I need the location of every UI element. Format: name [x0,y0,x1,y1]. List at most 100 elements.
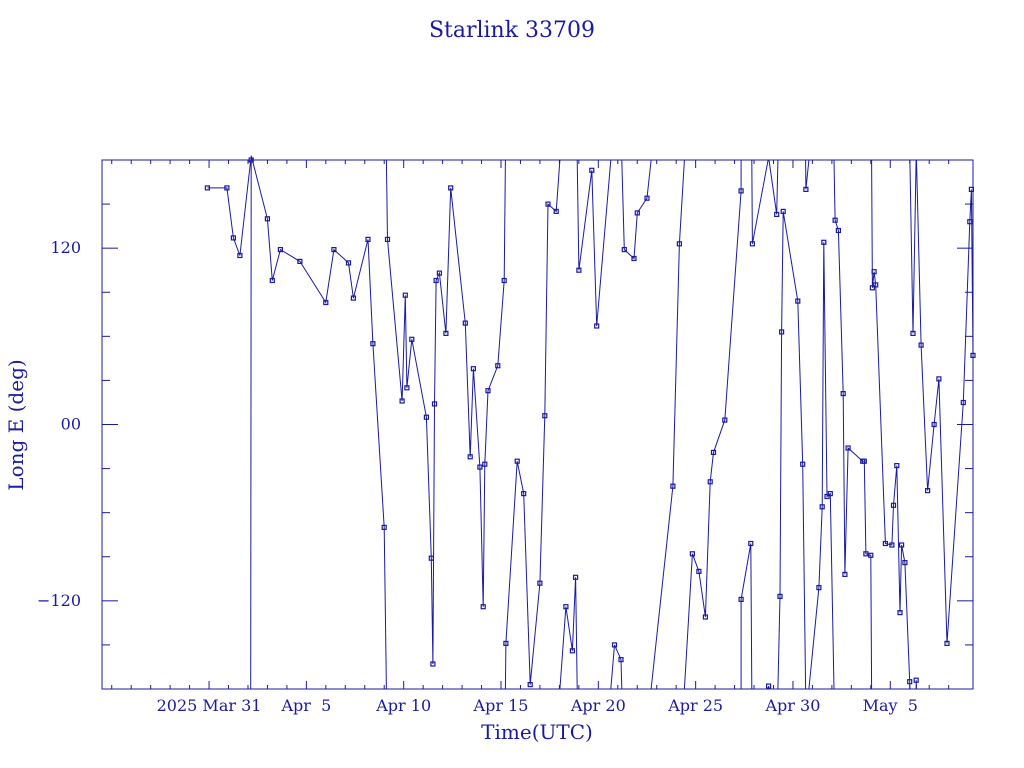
data-point [845,445,851,451]
data-point [861,458,867,464]
data-point [542,413,548,419]
data-point [409,336,415,342]
data-point [545,201,551,207]
data-point [894,463,900,469]
data-point [443,330,449,336]
chart-title: Starlink 33709 [429,18,595,43]
data-point [521,491,527,497]
data-point [749,241,756,247]
data-series [204,155,976,690]
data-point [248,157,254,163]
data-point [931,421,937,428]
data-point [485,388,491,394]
data-point [871,269,877,275]
data-point [277,247,283,253]
data-point [738,188,744,194]
data-point [470,366,476,372]
data-point [670,483,676,489]
data-point [621,247,627,253]
data-point [869,285,876,291]
x-tick-label: Apr 20 [570,696,626,715]
data-point [821,239,827,245]
data-point [237,252,243,259]
data-point [868,552,874,558]
x-tick-label: Apr 5 [280,696,331,715]
data-point [676,241,683,247]
data-point [765,683,772,689]
data-point [840,391,846,397]
data-point [501,277,507,284]
data-point [428,555,434,561]
axis-tick-labels: 2025 Mar 31 Apr 5 Apr 10 Apr 15 Apr 20 Apr 25… [37,238,918,715]
data-point [702,614,709,620]
data-point [537,580,543,586]
data-point [563,604,569,610]
data-point [889,542,895,548]
data-point [618,656,624,663]
data-point [913,677,919,683]
data-point [882,540,889,547]
data-point [431,401,438,407]
data-point [835,227,842,234]
data-point [436,270,442,276]
data-point [495,363,501,369]
data-point [777,593,783,600]
y-tick-label: 00 [61,415,81,434]
data-point [803,186,809,192]
data-point [423,414,429,420]
data-point [842,571,848,578]
data-point [404,385,410,391]
data-point [576,267,582,273]
data-point [365,236,371,242]
data-point [480,604,486,610]
data-point [968,186,975,192]
data-point [384,236,391,242]
data-point [970,352,976,358]
data-point [824,493,830,500]
data-point [795,298,801,304]
data-point [514,458,520,464]
data-point [897,609,903,616]
data-point [967,219,973,225]
data-point [936,376,942,382]
data-point [224,185,230,191]
data-point [381,524,387,531]
data-point [960,399,966,406]
data-point [710,449,717,455]
y-tick-label: 120 [50,238,81,257]
data-point [553,208,559,214]
data-point [918,342,924,348]
data-point [503,640,509,647]
data-point [589,167,595,173]
data-point [816,584,822,591]
data-point [774,211,780,217]
data-point [297,258,303,264]
data-point [707,479,713,485]
data-point [527,681,533,688]
data-point [827,491,833,497]
data-point [204,185,210,191]
data-point [873,282,879,288]
data-point [569,648,576,654]
y-tick-label: −120 [37,591,81,610]
data-point [331,247,337,253]
data-point [748,540,754,547]
data-point [890,502,897,508]
data-point [832,217,838,223]
data-point [350,295,356,301]
x-tick-label: Apr 15 [473,696,529,715]
axis-ticks [102,160,973,689]
data-point [370,341,376,347]
data-point [477,464,483,470]
x-tick-label: Apr 10 [375,696,431,715]
data-point [345,260,352,266]
data-point [572,574,579,580]
x-tick-label: Apr 25 [667,696,723,715]
x-axis-label: Time(UTC) [481,720,593,744]
data-point [800,461,806,467]
data-point [944,640,950,647]
x-tick-label: Apr 30 [765,696,821,715]
data-point [898,542,905,548]
data-point [644,195,650,201]
